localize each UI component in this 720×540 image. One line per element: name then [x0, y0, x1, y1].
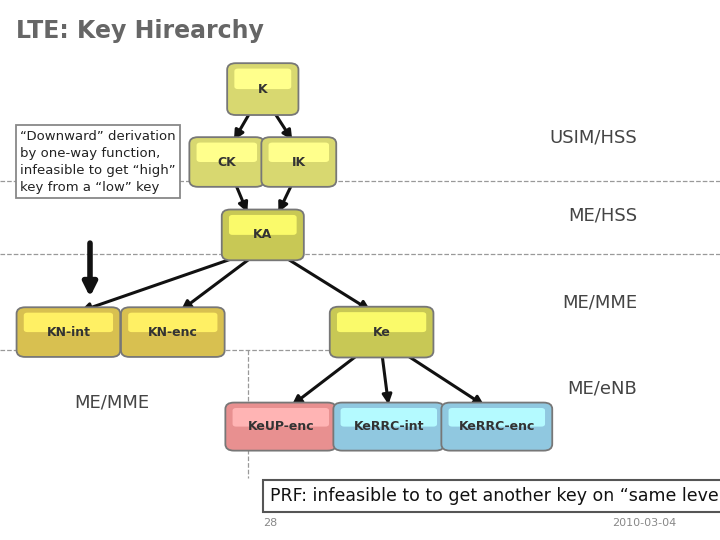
FancyBboxPatch shape: [17, 307, 120, 357]
FancyBboxPatch shape: [229, 215, 297, 235]
FancyBboxPatch shape: [337, 312, 426, 332]
FancyBboxPatch shape: [235, 69, 291, 89]
Text: ME/HSS: ME/HSS: [568, 207, 637, 225]
FancyBboxPatch shape: [330, 307, 433, 357]
FancyBboxPatch shape: [24, 313, 113, 332]
Text: CK: CK: [217, 156, 236, 168]
FancyBboxPatch shape: [228, 63, 299, 115]
FancyBboxPatch shape: [128, 313, 217, 332]
FancyBboxPatch shape: [269, 143, 329, 162]
FancyBboxPatch shape: [222, 210, 304, 260]
Text: 2010-03-04: 2010-03-04: [612, 518, 677, 528]
Text: KN-enc: KN-enc: [148, 326, 198, 339]
Text: IK: IK: [292, 156, 306, 168]
Text: KeRRC-int: KeRRC-int: [354, 420, 424, 433]
Text: KA: KA: [253, 228, 272, 241]
Text: ME/eNB: ME/eNB: [567, 380, 637, 398]
Text: Ke: Ke: [373, 326, 390, 339]
FancyBboxPatch shape: [233, 408, 329, 427]
Text: KN-int: KN-int: [46, 326, 91, 339]
Text: USIM/HSS: USIM/HSS: [549, 129, 637, 147]
FancyBboxPatch shape: [225, 403, 336, 450]
Text: K: K: [258, 83, 268, 96]
Text: PRF: infeasible to to get another key on “same level”: PRF: infeasible to to get another key on…: [270, 487, 720, 505]
FancyBboxPatch shape: [121, 307, 225, 357]
Text: KeRRC-enc: KeRRC-enc: [459, 420, 535, 433]
Text: LTE: Key Hirearchy: LTE: Key Hirearchy: [16, 19, 264, 43]
Text: 28: 28: [263, 518, 277, 528]
FancyBboxPatch shape: [441, 403, 552, 450]
FancyBboxPatch shape: [449, 408, 545, 427]
FancyBboxPatch shape: [333, 403, 444, 450]
Text: ME/MME: ME/MME: [562, 293, 637, 312]
FancyBboxPatch shape: [189, 137, 264, 187]
Text: KeUP-enc: KeUP-enc: [248, 420, 314, 433]
FancyBboxPatch shape: [341, 408, 437, 427]
FancyBboxPatch shape: [261, 137, 336, 187]
FancyBboxPatch shape: [197, 143, 257, 162]
Text: ME/MME: ME/MME: [74, 393, 149, 411]
Text: “Downward” derivation
by one-way function,
infeasible to get “high”
key from a “: “Downward” derivation by one-way functio…: [20, 130, 176, 194]
